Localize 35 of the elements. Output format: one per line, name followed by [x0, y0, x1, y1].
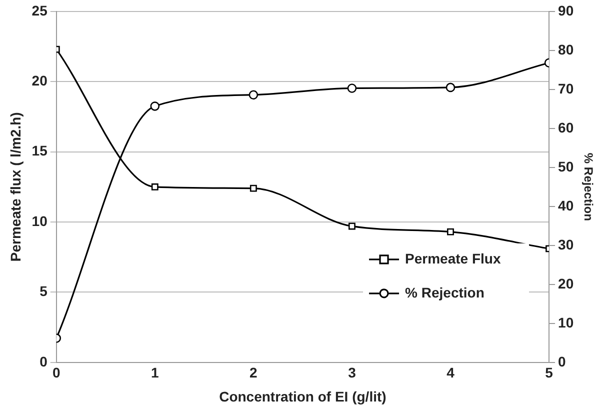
x-tick-label: 2	[250, 364, 258, 381]
point	[248, 90, 258, 100]
point	[151, 183, 158, 190]
point	[347, 84, 357, 93]
y2-tick-label: 0	[558, 353, 566, 370]
y2-tick-label: 80	[558, 41, 574, 58]
y-tick-label: 25	[32, 2, 48, 18]
point	[250, 184, 257, 192]
y2-tick-label: 30	[558, 236, 574, 252]
y2-tick-label: 10	[558, 314, 574, 330]
y-tick-label: 20	[32, 72, 48, 88]
legend-label: % Rejection	[405, 284, 484, 300]
x-tick-label: 1	[151, 364, 160, 381]
y2-axis-title: % Rejection	[581, 152, 596, 221]
y2-tick-label: 50	[558, 158, 574, 174]
x-tick-label: 0	[52, 364, 60, 381]
y2-tick-label: 40	[558, 197, 574, 214]
point	[446, 82, 456, 92]
y2-tick-label: 60	[558, 119, 574, 136]
legend-label: Permeate Flux	[405, 250, 501, 266]
point	[447, 228, 454, 236]
point	[150, 102, 160, 111]
y-tick-label: 0	[40, 353, 48, 370]
point	[348, 222, 356, 230]
y-tick-label: 15	[32, 142, 48, 159]
x-tick-label: 3	[348, 364, 356, 381]
y2-tick-label: 70	[558, 80, 574, 96]
x-tick-label: 5	[545, 364, 554, 381]
y-axis-title: Permeate flux ( l/m2.h)	[7, 112, 24, 262]
y-tick-label: 5	[40, 283, 48, 300]
x-axis-title: Concentration of EI (g/lit)	[219, 388, 386, 404]
y2-tick-label: 20	[558, 275, 574, 292]
x-tick-label: 4	[446, 364, 455, 381]
y2-tick-label: 90	[558, 2, 574, 18]
y-tick-label: 10	[32, 212, 48, 229]
